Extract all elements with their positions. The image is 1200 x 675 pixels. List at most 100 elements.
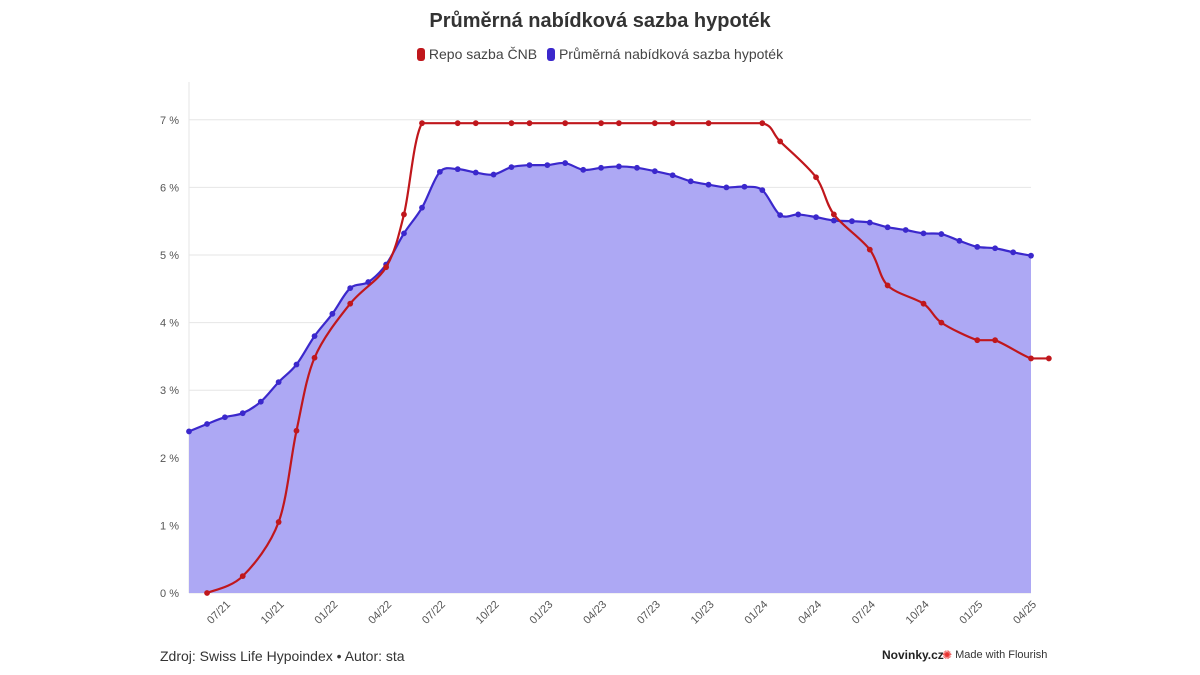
point-mortgage [472,169,479,176]
point-repo [347,300,354,307]
y-tick-label: 6 % [160,182,179,194]
point-mortgage [526,162,533,168]
made-with-flourish-link[interactable]: ✺ Made with Flourish [942,648,1047,662]
point-mortgage [490,171,497,178]
x-tick-label: 07/23 [635,599,663,627]
point-repo [830,211,837,218]
point-mortgage [204,421,210,427]
point-repo [1045,355,1052,362]
point-mortgage [293,361,300,368]
point-repo [204,590,210,596]
point-mortgage [580,166,587,173]
legend-item-mortgage[interactable]: Průměrná nabídková sazba hypoték [546,46,784,62]
y-tick-label: 2 % [160,453,179,465]
y-tick-label: 1 % [160,520,179,532]
point-mortgage [849,218,855,225]
point-mortgage [920,230,927,237]
point-repo [562,120,569,127]
legend-swatch-mortgage [546,47,555,61]
x-tick-label: 07/21 [205,599,233,627]
y-tick-label: 3 % [160,385,179,397]
point-mortgage [329,310,336,317]
point-mortgage [419,204,425,211]
point-repo [866,246,873,253]
x-tick-label: 01/22 [313,599,341,627]
legend-label-mortgage: Průměrná nabídková sazba hypoték [558,46,784,62]
legend: Repo sazba ČNB Průměrná nabídková sazba … [0,46,1200,64]
point-mortgage [902,227,909,233]
point-repo [992,337,999,344]
point-mortgage [544,162,551,168]
point-mortgage [723,184,730,191]
x-tick-label: 04/25 [1011,599,1039,627]
x-tick-label: 07/24 [850,599,878,627]
x-tick-label: 07/22 [420,599,448,627]
point-mortgage [938,231,945,237]
point-repo [598,120,604,127]
point-mortgage [401,230,407,237]
legend-swatch-repo [416,47,425,61]
point-repo [508,120,515,127]
y-tick-label: 4 % [160,318,179,330]
x-tick-label: 04/22 [366,599,394,627]
point-mortgage [239,410,246,417]
point-mortgage [311,333,318,340]
point-mortgage [777,212,784,219]
point-repo [669,120,676,127]
point-repo [777,138,784,145]
point-mortgage [436,168,443,175]
point-mortgage [598,164,604,171]
point-mortgage [687,178,694,185]
point-mortgage [669,172,676,179]
x-tick-label: 01/25 [957,599,985,627]
point-repo [419,120,425,127]
legend-item-repo[interactable]: Repo sazba ČNB [416,46,538,62]
point-repo [759,120,766,127]
point-mortgage [974,243,981,250]
point-mortgage [634,164,640,171]
point-mortgage [508,164,515,171]
point-mortgage [866,219,873,226]
legend-label-repo: Repo sazba ČNB [428,46,538,62]
point-repo [454,120,461,127]
point-repo [616,120,622,127]
point-repo [526,120,533,127]
x-tick-label: 04/24 [796,599,824,627]
point-mortgage [616,163,622,170]
y-tick-label: 7 % [160,115,179,127]
point-repo [383,264,390,271]
y-tick-label: 0 % [160,588,179,600]
point-mortgage [992,245,999,252]
point-mortgage [1010,249,1017,256]
point-repo [705,120,712,127]
point-mortgage [221,414,228,421]
point-repo [651,120,658,127]
point-mortgage [795,211,802,218]
point-mortgage [705,181,712,188]
point-mortgage [347,285,354,292]
point-mortgage [257,398,264,405]
x-tick-label: 10/23 [689,599,717,627]
point-mortgage [741,183,748,190]
x-tick-label: 10/21 [259,599,287,627]
point-mortgage [651,168,658,175]
publisher-logo[interactable]: Novinky.cz [882,648,944,662]
y-tick-label: 5 % [160,250,179,262]
source-credit: Zdroj: Swiss Life Hypoindex • Autor: sta [160,648,405,664]
point-repo [275,519,282,525]
x-tick-label: 10/24 [904,599,932,627]
x-tick-label: 04/23 [581,599,609,627]
point-repo [401,211,407,218]
point-repo [884,282,891,289]
x-tick-label: 01/24 [742,599,770,627]
point-repo [974,337,981,344]
point-repo [239,573,246,579]
point-mortgage [884,224,891,231]
point-repo [293,427,300,434]
point-mortgage [562,160,569,166]
area-mortgage [189,162,1031,594]
x-tick-label: 10/22 [474,599,502,627]
point-mortgage [454,166,461,173]
point-repo [938,319,945,326]
